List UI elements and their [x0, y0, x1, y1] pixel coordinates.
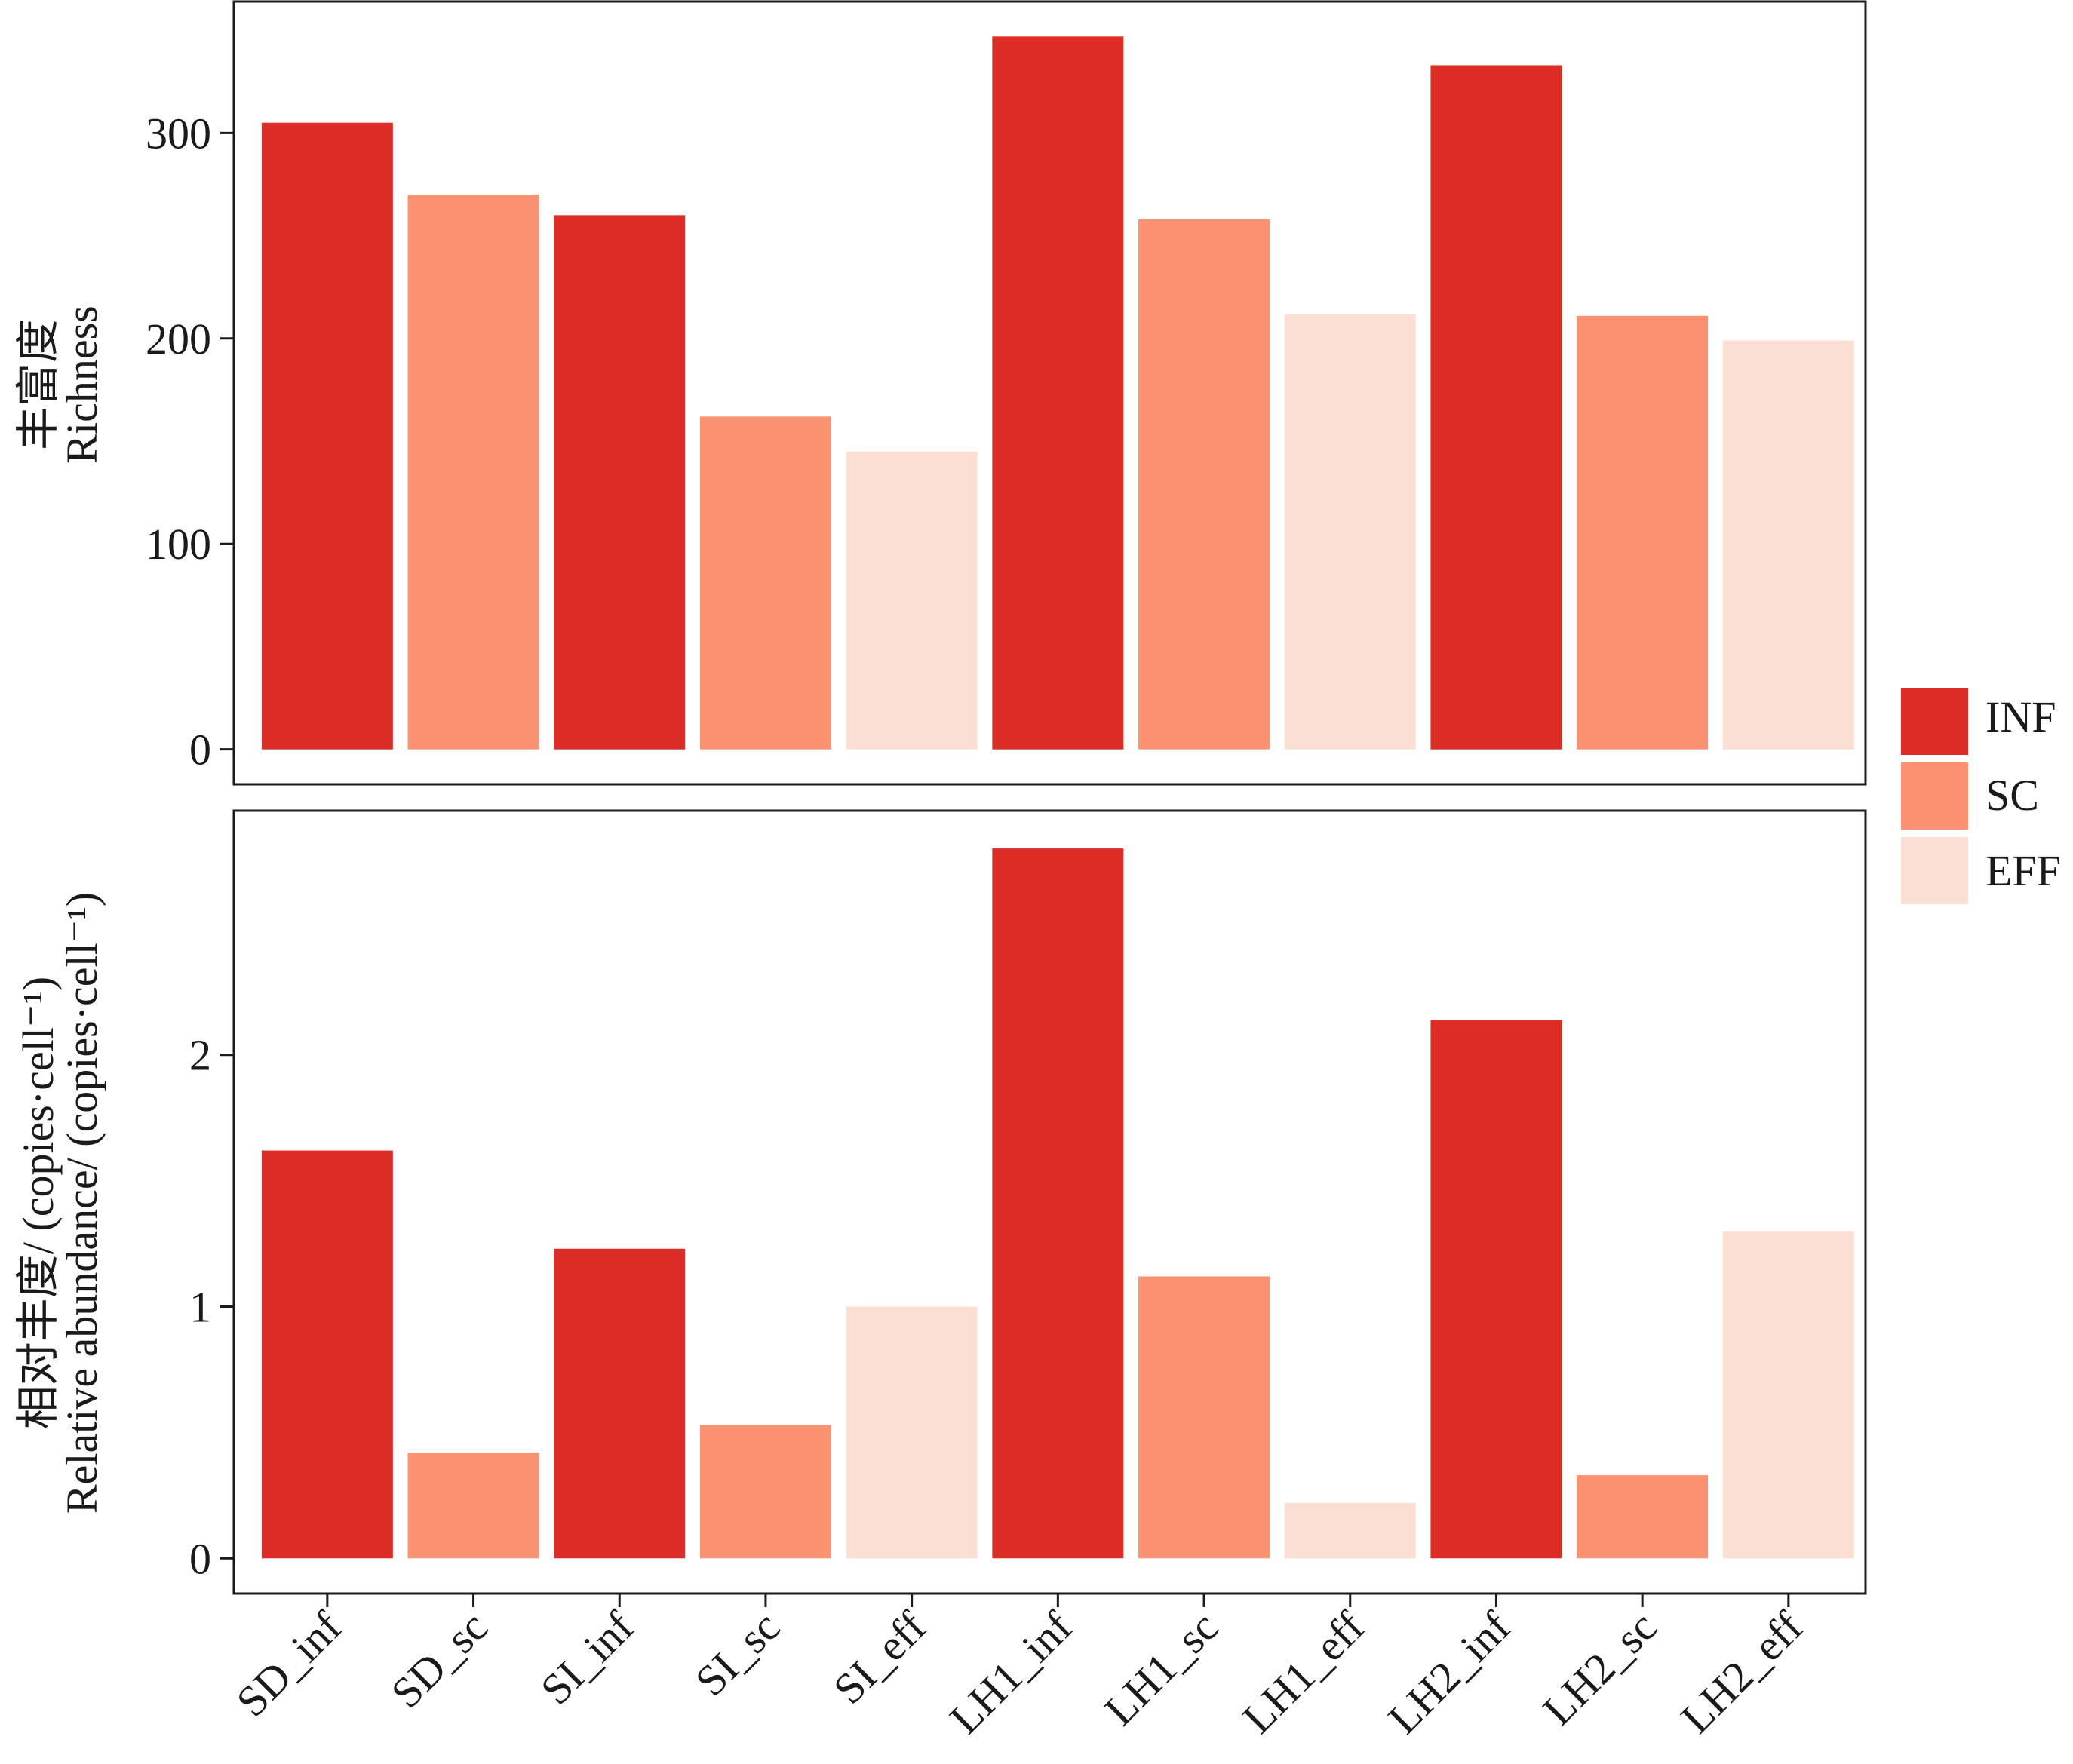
x-tick-label: SD_sc [382, 1602, 497, 1717]
abundance-plot-frame [232, 809, 1867, 1595]
richness-bar-si-inf [554, 215, 686, 750]
legend-label-eff: EFF [1985, 846, 2061, 895]
abundance-panel: 012 SD_inf SD_sc SI_inf SI_sc SI_eff LH1_inf L… [14, 809, 1867, 1743]
abundance-bar-si-inf [554, 1248, 686, 1559]
legend-label-sc: SC [1985, 771, 2039, 820]
abundance-bar-sd-sc [407, 1453, 539, 1559]
abundance-bar-lh1-sc [1138, 1276, 1270, 1559]
legend-label-inf: INF [1985, 692, 2056, 741]
richness-y-tick-label: 200 [146, 314, 211, 364]
x-tick-label: SI_sc [686, 1602, 789, 1705]
abundance-ylabel-en: Relative abundance/ (copies·cell⁻¹) [57, 892, 106, 1514]
richness-bar-lh1-sc [1138, 219, 1270, 750]
abundance-bar-lh1-inf [992, 848, 1124, 1559]
abundance-y-tick-label: 2 [189, 1031, 211, 1080]
x-tick-label: LH2_sc [1534, 1602, 1666, 1735]
x-tick-label: LH1_eff [1233, 1602, 1374, 1743]
richness-bar-lh1-eff [1284, 314, 1416, 750]
richness-bar-lh1-inf [992, 36, 1124, 750]
richness-y-tick-label: 0 [189, 726, 211, 775]
richness-ylabel-zh: 丰富度 [14, 319, 63, 450]
richness-y-axis: 0 100 200 300 [146, 109, 234, 775]
richness-bar-lh2-eff [1722, 340, 1854, 750]
x-tick-label: SD_inf [227, 1602, 352, 1726]
abundance-bars [261, 848, 1854, 1559]
legend: INF SC EFF [1901, 688, 2061, 904]
x-axis: SD_inf SD_sc SI_inf SI_sc SI_eff LH1_inf LH1_s… [227, 1594, 1813, 1743]
abundance-bar-si-eff [846, 1306, 978, 1559]
x-tick-label: LH1_inf [940, 1602, 1082, 1744]
abundance-bar-lh2-eff [1722, 1231, 1854, 1559]
abundance-bar-lh1-eff [1284, 1502, 1416, 1559]
richness-bars [261, 36, 1854, 750]
abundance-bar-sd-inf [261, 1150, 393, 1559]
richness-panel: 0 100 200 300 丰富度 Richness [14, 0, 1867, 786]
x-tick-label: SI_eff [824, 1602, 935, 1713]
abundance-bar-lh2-sc [1577, 1475, 1709, 1559]
richness-bar-lh2-inf [1430, 65, 1562, 750]
richness-y-tick-label: 300 [146, 109, 211, 158]
legend-swatch-sc [1901, 762, 1968, 830]
x-tick-label: SI_inf [531, 1602, 643, 1714]
richness-plot-frame [232, 0, 1867, 786]
x-tick-label: LH1_sc [1095, 1602, 1227, 1735]
legend-swatch-eff [1901, 837, 1968, 904]
richness-bar-sd-sc [407, 195, 539, 750]
abundance-bar-si-sc [699, 1425, 831, 1559]
richness-bar-lh2-sc [1577, 315, 1709, 750]
x-tick-label: LH2_inf [1378, 1602, 1520, 1744]
richness-y-tick-label: 100 [146, 520, 211, 569]
richness-ylabel-en: Richness [57, 305, 106, 463]
abundance-ylabel-zh: 相对丰度/ (copies·cell⁻¹) [14, 977, 63, 1429]
abundance-bar-lh2-inf [1430, 1020, 1562, 1559]
richness-bar-si-sc [699, 416, 831, 750]
richness-bar-sd-inf [261, 122, 393, 750]
richness-bar-si-eff [846, 451, 978, 750]
legend-swatch-inf [1901, 688, 1968, 755]
x-tick-label: LH2_eff [1672, 1602, 1813, 1743]
abundance-y-axis-title: 相对丰度/ (copies·cell⁻¹) Relative abundance… [14, 892, 106, 1514]
abundance-y-axis: 0 1 2 [189, 1031, 234, 1583]
abundance-y-tick-label: 0 [189, 1534, 211, 1583]
abundance-y-tick-label: 1 [189, 1283, 211, 1332]
richness-y-axis-title: 丰富度 Richness [14, 305, 106, 463]
